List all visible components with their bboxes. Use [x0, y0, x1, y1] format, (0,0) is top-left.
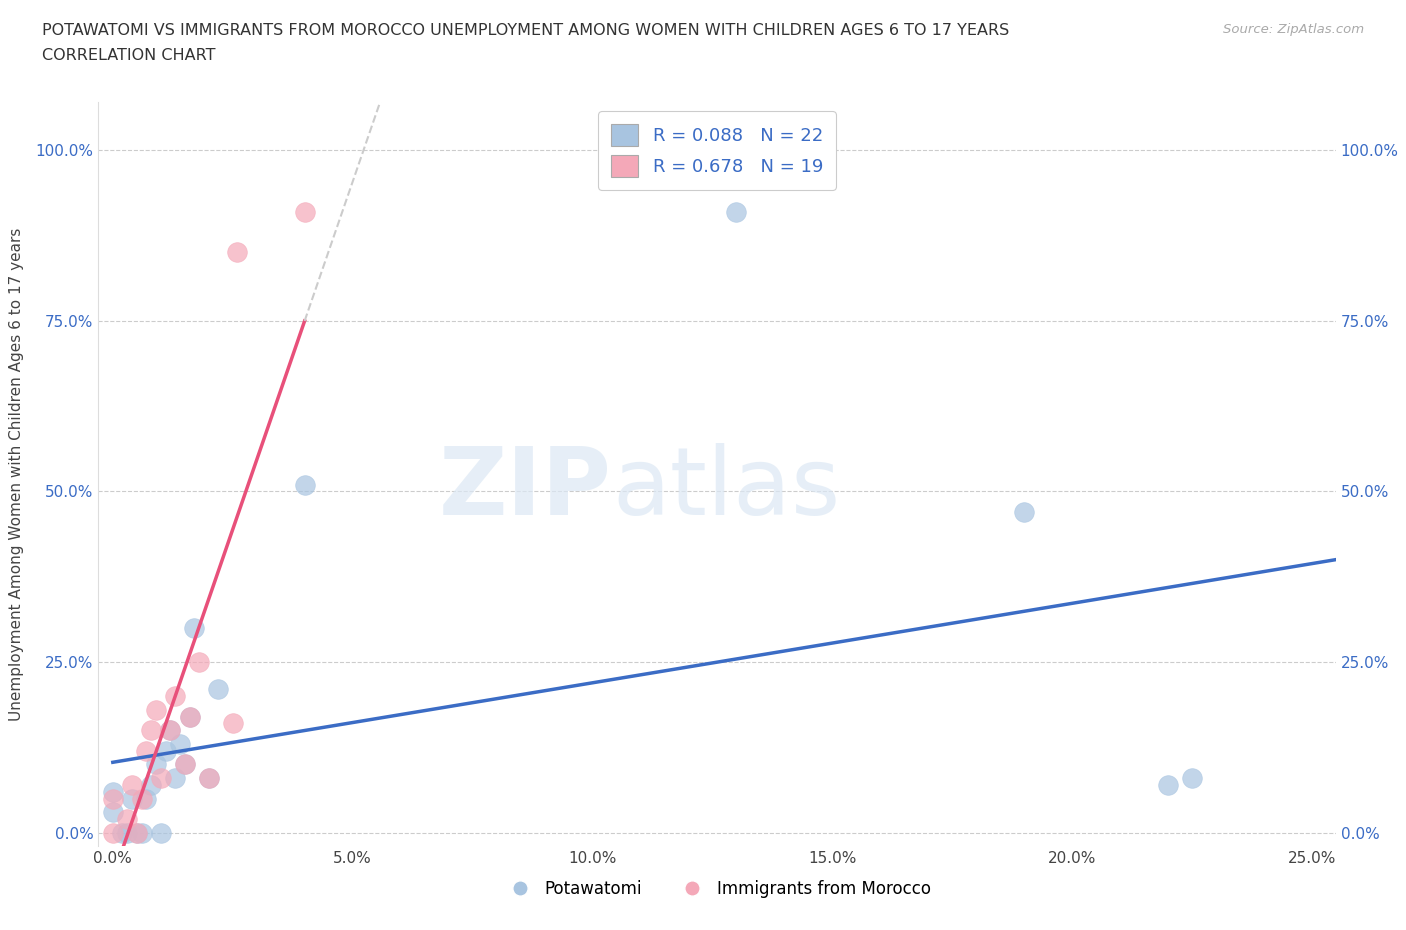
Point — [131, 791, 153, 806]
Point — [183, 620, 205, 635]
Point — [111, 825, 134, 840]
Point — [1181, 771, 1204, 786]
Point — [101, 791, 124, 806]
Point — [1157, 777, 1180, 792]
Point — [131, 825, 153, 840]
Point — [145, 702, 167, 717]
Point — [115, 825, 138, 840]
Point — [294, 204, 316, 219]
Point — [207, 682, 229, 697]
Point — [155, 743, 177, 758]
Legend: Potawatomi, Immigrants from Morocco: Potawatomi, Immigrants from Morocco — [496, 873, 938, 905]
Point — [115, 812, 138, 827]
Point — [159, 723, 181, 737]
Point — [135, 743, 157, 758]
Point — [179, 710, 201, 724]
Point — [169, 737, 191, 751]
Point — [1012, 504, 1035, 519]
Point — [173, 757, 195, 772]
Point — [179, 710, 201, 724]
Point — [226, 245, 249, 259]
Point — [725, 204, 748, 219]
Text: CORRELATION CHART: CORRELATION CHART — [42, 48, 215, 63]
Point — [125, 825, 148, 840]
Point — [149, 771, 172, 786]
Point — [141, 777, 163, 792]
Point — [101, 804, 124, 819]
Point — [135, 791, 157, 806]
Y-axis label: Unemployment Among Women with Children Ages 6 to 17 years: Unemployment Among Women with Children A… — [10, 228, 24, 721]
Text: POTAWATOMI VS IMMIGRANTS FROM MOROCCO UNEMPLOYMENT AMONG WOMEN WITH CHILDREN AGE: POTAWATOMI VS IMMIGRANTS FROM MOROCCO UN… — [42, 23, 1010, 38]
Point — [149, 825, 172, 840]
Point — [197, 771, 219, 786]
Point — [165, 689, 187, 704]
Point — [121, 777, 143, 792]
Text: ZIP: ZIP — [439, 444, 612, 535]
Point — [165, 771, 187, 786]
Point — [173, 757, 195, 772]
Point — [294, 477, 316, 492]
Point — [101, 784, 124, 799]
Point — [121, 791, 143, 806]
Point — [141, 723, 163, 737]
Point — [188, 655, 211, 670]
Point — [101, 825, 124, 840]
Text: atlas: atlas — [612, 444, 841, 535]
Point — [222, 716, 245, 731]
Point — [197, 771, 219, 786]
Point — [159, 723, 181, 737]
Point — [145, 757, 167, 772]
Text: Source: ZipAtlas.com: Source: ZipAtlas.com — [1223, 23, 1364, 36]
Point — [125, 825, 148, 840]
